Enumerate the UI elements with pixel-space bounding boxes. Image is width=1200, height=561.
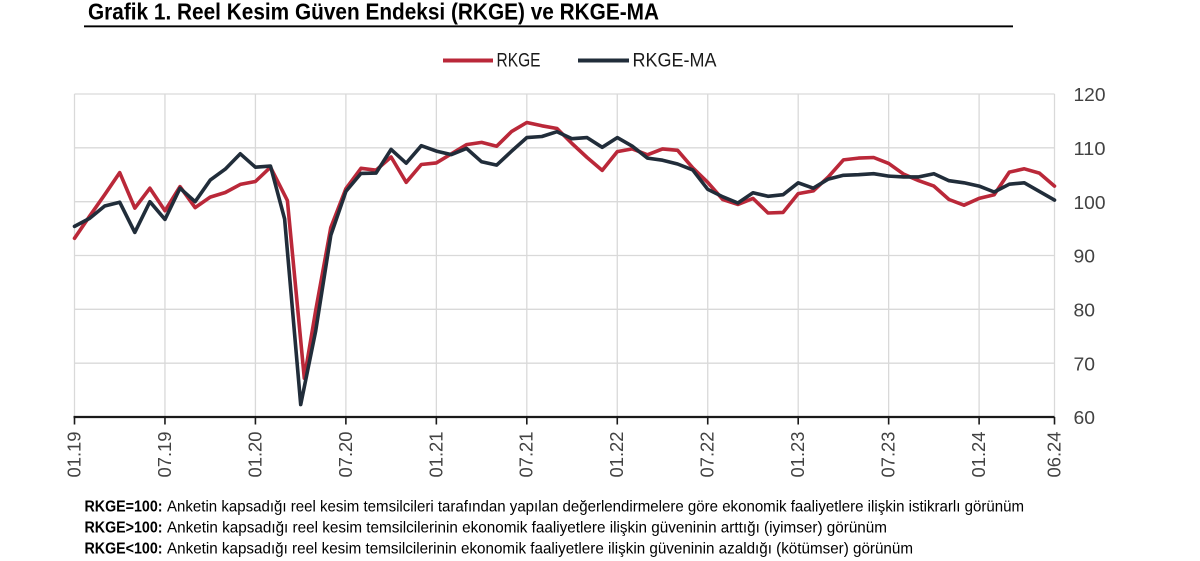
svg-text:07.19: 07.19: [155, 432, 175, 478]
svg-text:06.24: 06.24: [1044, 432, 1064, 478]
svg-text:07.23: 07.23: [879, 432, 899, 478]
svg-text:Anketin kapsadığı reel kesim t: Anketin kapsadığı reel kesim temsilciler…: [167, 499, 1024, 516]
svg-text:RKGE<100:: RKGE<100:: [85, 541, 163, 558]
svg-text:01.21: 01.21: [426, 432, 446, 478]
svg-text:07.21: 07.21: [517, 432, 537, 478]
svg-text:01.19: 01.19: [64, 432, 84, 478]
svg-text:Anketin kapsadığı reel kesim t: Anketin kapsadığı reel kesim temsilciler…: [167, 541, 913, 558]
svg-text:90: 90: [1074, 247, 1096, 267]
svg-text:RKGE-MA: RKGE-MA: [633, 50, 717, 72]
svg-text:100: 100: [1074, 193, 1106, 213]
svg-text:60: 60: [1074, 408, 1096, 428]
svg-text:120: 120: [1074, 85, 1106, 105]
svg-text:RKGE: RKGE: [497, 50, 541, 72]
svg-text:110: 110: [1074, 139, 1106, 159]
svg-text:Grafik 1. Reel Kesim Güven End: Grafik 1. Reel Kesim Güven Endeksi (RKGE…: [88, 0, 659, 25]
svg-text:RKGE>100:: RKGE>100:: [85, 520, 163, 537]
svg-text:Anketin kapsadığı reel kesim t: Anketin kapsadığı reel kesim temsilciler…: [167, 520, 887, 537]
svg-text:01.23: 01.23: [788, 432, 808, 478]
svg-text:07.22: 07.22: [698, 432, 718, 478]
svg-text:70: 70: [1074, 354, 1096, 374]
svg-text:01.22: 01.22: [607, 432, 627, 478]
svg-text:01.24: 01.24: [969, 432, 989, 478]
svg-text:80: 80: [1074, 301, 1096, 321]
svg-text:07.20: 07.20: [336, 432, 356, 478]
svg-text:RKGE=100:: RKGE=100:: [85, 499, 163, 516]
svg-text:01.20: 01.20: [245, 432, 265, 478]
